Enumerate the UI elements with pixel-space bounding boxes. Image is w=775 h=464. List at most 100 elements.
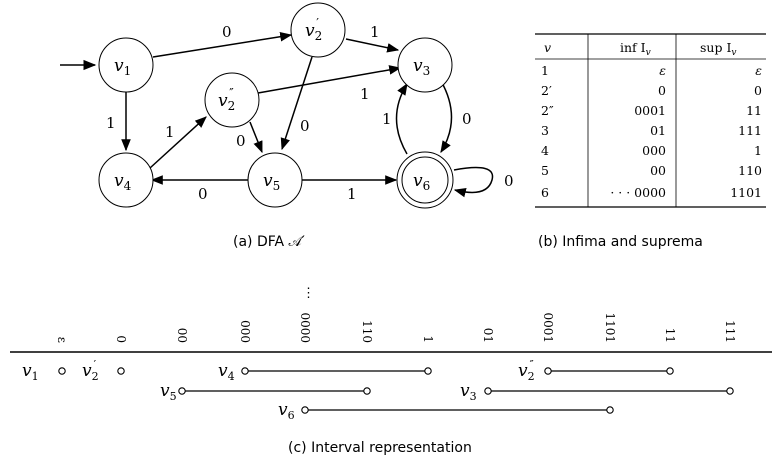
tick-label: 11 — [663, 328, 677, 343]
table-row-sup: 111 — [738, 123, 762, 138]
state-v4: v4 — [98, 152, 154, 208]
table-header-v: v — [544, 40, 551, 55]
table-row-inf: 0001 — [634, 103, 666, 118]
table-row-sup: 0 — [754, 83, 762, 98]
edge-v2pp-v5 — [249, 121, 263, 154]
edge-label-v4-v2pp: 1 — [165, 123, 175, 141]
table-row-sup: ε — [755, 63, 762, 78]
interval-endpoint — [117, 367, 125, 375]
table-row-inf: 00 — [650, 163, 666, 178]
table-row-v: 2′ — [541, 83, 552, 98]
table-header-inf: inf Iv — [620, 40, 651, 58]
table-row-sup: 1101 — [730, 185, 762, 200]
interval-label: v6 — [278, 400, 295, 422]
infima-suprema-table: v inf Iv sup Iv 1 ε ε 2′ 0 0 2″ 0001 11 … — [535, 33, 766, 250]
edge-v4-v2pp — [149, 116, 207, 169]
table-row-v: 6 — [541, 185, 549, 200]
edge-v2p-v5 — [280, 56, 313, 151]
edge-label-v2p-v3: 1 — [370, 23, 380, 41]
edge-label-v2p-v5: 0 — [300, 117, 310, 135]
table-row-sup: 11 — [746, 103, 762, 118]
tick-label: 0001 — [541, 312, 555, 343]
interval-label: v1 — [22, 361, 39, 383]
edge-v2pp-v3 — [257, 65, 402, 94]
table-row-v: 5 — [541, 163, 549, 178]
edge-v6-v3 — [395, 82, 408, 155]
interval-bars: v1 v2′ v4 v2″ v5 v3 v6 — [22, 358, 734, 422]
interval-ticks: ε 0 00 000 0000 110 1 01 0001 1101 11 111 — [55, 312, 737, 343]
interval-endpoint — [726, 387, 734, 395]
interval-endpoint — [666, 367, 674, 375]
table-row-v: 3 — [541, 123, 549, 138]
state-v2pp: v2″ — [204, 72, 260, 128]
tick-label: 0 — [114, 335, 128, 343]
state-v5: v5 — [247, 152, 303, 208]
table-row-sup: 1 — [754, 143, 762, 158]
tick-label: 000 — [238, 320, 252, 343]
edge-v6-v6 — [453, 166, 494, 198]
edge-label-v5-v6: 1 — [347, 185, 357, 203]
interval-endpoint — [484, 387, 492, 395]
edge-label-v2pp-v5: 0 — [236, 132, 246, 150]
table-row-inf: 0 — [658, 83, 666, 98]
interval-endpoint — [241, 367, 249, 375]
table-row-inf: · · · 0000 — [610, 185, 666, 200]
svg-text:v1: v1 — [114, 56, 131, 78]
table-caption: (b) Infima and suprema — [538, 234, 703, 250]
table-row-v: 2″ — [541, 103, 554, 118]
svg-text:v5: v5 — [263, 171, 280, 193]
interval-endpoint — [424, 367, 432, 375]
edge-label-v3-v6: 0 — [462, 110, 472, 128]
state-v1: v1 — [98, 37, 154, 93]
table-row-inf: ε — [659, 63, 666, 78]
table-row-v: 1 — [541, 63, 549, 78]
table-header-sup: sup Iv — [700, 40, 736, 58]
edge-label-v6-v6: 0 — [504, 172, 514, 190]
tick-label: 110 — [360, 320, 374, 343]
tick-label: 1101 — [603, 312, 617, 343]
interval-endpoint — [58, 367, 66, 375]
interval-label: v3 — [460, 381, 477, 403]
tick-label: 0000 — [298, 312, 312, 343]
interval-label: v2′ — [82, 358, 99, 383]
interval-label: v4 — [218, 361, 235, 383]
svg-text:v4: v4 — [114, 171, 132, 193]
tick-label: ε — [55, 337, 69, 343]
svg-text:v2′: v2′ — [305, 16, 322, 43]
interval-endpoint — [606, 406, 614, 414]
edge-v3-v6 — [440, 80, 453, 154]
table-body: 1 ε ε 2′ 0 0 2″ 0001 11 3 01 111 4 000 1… — [541, 63, 762, 200]
interval-endpoint — [544, 367, 552, 375]
interval-caption: (c) Interval representation — [288, 440, 472, 456]
state-v3: v3 — [397, 37, 453, 93]
svg-text:v6: v6 — [413, 171, 430, 193]
tick-label: 111 — [723, 320, 737, 343]
table-row-inf: 000 — [642, 143, 666, 158]
edge-v2p-v3 — [345, 38, 400, 53]
tick-label: 1 — [421, 335, 435, 343]
edge-label-v6-v3: 1 — [382, 110, 392, 128]
edge-label-v1-v4: 1 — [106, 114, 116, 132]
dfa-caption: (a) DFA 𝒜′ — [233, 234, 305, 250]
edge-label-v5-v4: 0 — [198, 185, 208, 203]
interval-endpoint — [363, 387, 371, 395]
edge-label-v1-v2p: 0 — [222, 23, 232, 41]
interval-representation: ⋮ ε 0 00 000 0000 110 1 01 0001 1101 11 111 v1 v2′ v4… — [10, 286, 772, 456]
table-row-inf: 01 — [650, 123, 666, 138]
interval-label: v2″ — [518, 358, 535, 383]
svg-text:v2″: v2″ — [218, 86, 235, 113]
state-v6-accepting: v6 — [396, 151, 454, 209]
ellipsis-vertical: ⋮ — [302, 286, 315, 301]
interval-label: v5 — [160, 381, 177, 403]
interval-endpoint — [301, 406, 309, 414]
edge-label-v2pp-v3: 1 — [360, 85, 370, 103]
dfa-diagram: 0 1 1 1 1 0 0 0 1 0 1 0 v1 v2′ v2″ v3 v4 — [60, 2, 514, 250]
state-v2p: v2′ — [290, 2, 346, 58]
edge-v1-v2p — [152, 31, 293, 58]
table-row-v: 4 — [541, 143, 549, 158]
table-row-sup: 110 — [738, 163, 762, 178]
tick-label: 00 — [175, 328, 189, 343]
svg-text:v3: v3 — [413, 56, 430, 78]
interval-endpoint — [178, 387, 186, 395]
